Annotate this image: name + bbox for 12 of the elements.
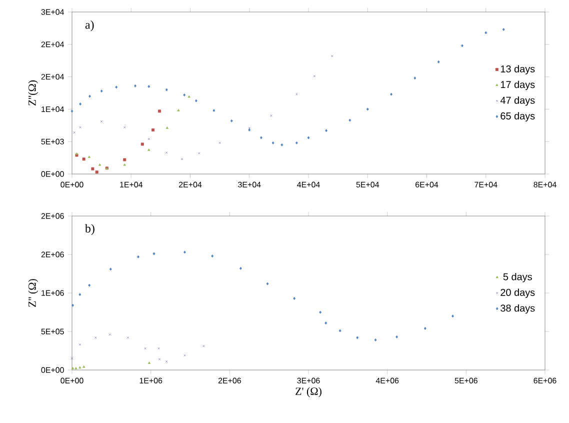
- legend-label: 17 days: [500, 80, 535, 90]
- legend-label: 5 days: [503, 272, 532, 282]
- legend-label: 38 days: [500, 304, 535, 314]
- annotation: b): [84, 224, 94, 235]
- legend-label: 20 days: [500, 288, 535, 298]
- y-axis-title: Z''(Ω): [28, 80, 38, 106]
- legend-label: 47 days: [500, 96, 535, 106]
- legend-label: 13 days: [500, 65, 535, 74]
- legend-label: 65 days: [500, 112, 535, 122]
- x-axis-title: Z' (Ω): [296, 387, 322, 398]
- annotation: a): [85, 20, 94, 32]
- y-axis-title: Z'' (Ω): [28, 279, 38, 307]
